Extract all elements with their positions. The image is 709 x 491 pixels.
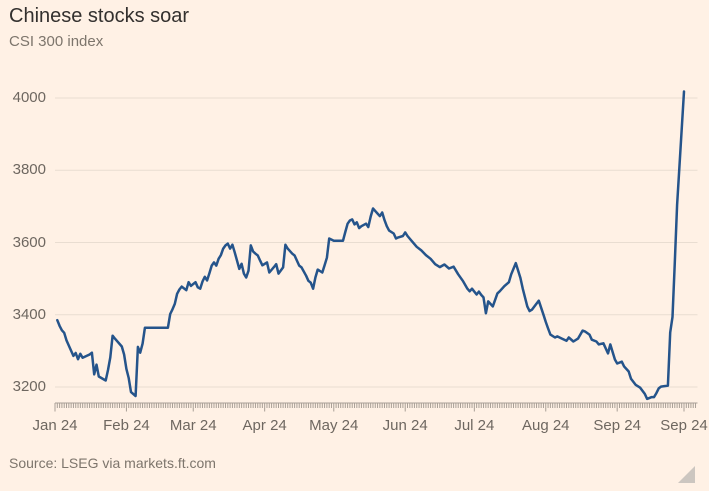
- price-line: [56, 90, 686, 401]
- x-axis-label: Jan 24: [32, 417, 78, 434]
- price-line-group: [56, 90, 686, 401]
- x-axis-ruler: [54, 402, 698, 412]
- chart-title: Chinese stocks soar: [9, 5, 190, 27]
- y-axis-label: 3600: [12, 233, 46, 251]
- gridlines: [55, 97, 698, 388]
- x-axis-label: Feb 24: [103, 417, 150, 434]
- x-axis-label: Aug 24: [521, 417, 570, 434]
- y-axis-label: 3200: [12, 378, 46, 395]
- x-axis-label: Jun 24: [382, 417, 428, 434]
- source-text: Source: LSEG via markets.ft.com: [9, 455, 216, 471]
- x-axis-label: May 24: [309, 417, 359, 434]
- y-axis-label: 3400: [12, 305, 46, 323]
- x-axis-label: Jul 24: [454, 417, 495, 434]
- x-axis-label: Apr 24: [242, 417, 287, 434]
- x-axis-label: Sep 24: [660, 417, 708, 434]
- x-axis-label: Sep 24: [593, 417, 641, 434]
- x-axis-label: Mar 24: [169, 417, 217, 434]
- y-axis-label: 4000: [12, 89, 46, 106]
- chart-subtitle: CSI 300 index: [9, 33, 104, 50]
- y-axis-label: 3800: [12, 161, 46, 179]
- resize-handle-icon[interactable]: [678, 466, 695, 483]
